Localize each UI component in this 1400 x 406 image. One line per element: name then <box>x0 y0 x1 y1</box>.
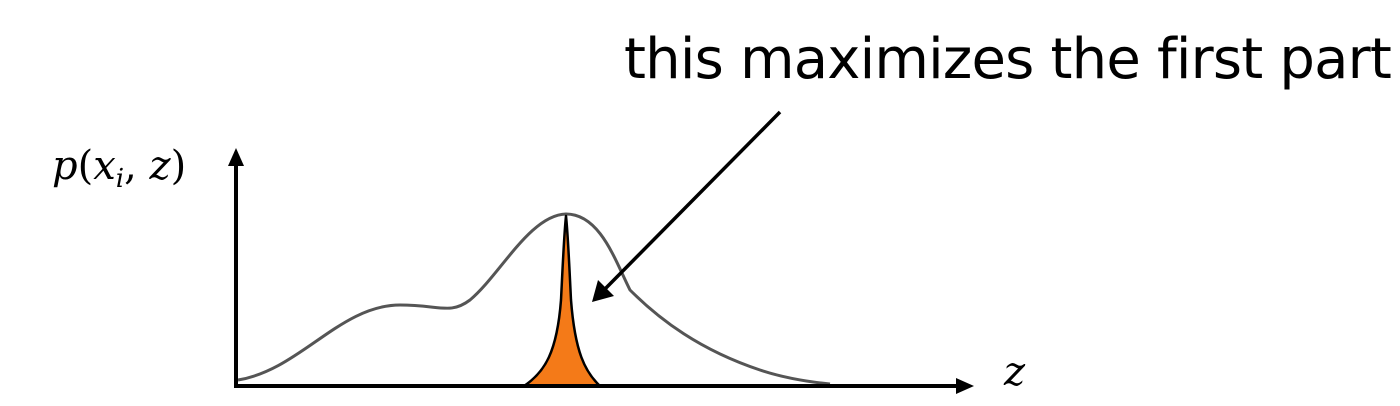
y-label-subscript: i <box>115 164 125 194</box>
y-axis-label: p(xi, z) <box>52 140 186 192</box>
distribution-curve <box>237 212 831 386</box>
y-label-separator: , <box>124 143 150 189</box>
y-label-var-z: z <box>149 143 171 189</box>
y-label-close-paren: ) <box>170 143 187 189</box>
x-axis-label: z <box>1004 349 1026 395</box>
y-label-var-x: x <box>93 143 116 189</box>
y-label-func: p <box>52 143 78 189</box>
y-axis-arrowhead <box>228 148 244 166</box>
spike-shape <box>522 214 602 388</box>
annotation-arrow-head <box>592 280 614 302</box>
y-label-open-paren: ( <box>77 143 94 189</box>
x-axis-arrowhead <box>956 378 974 394</box>
annotation-text: this maximizes the first part <box>624 27 1392 92</box>
annotation-arrow-shaft <box>602 110 782 292</box>
